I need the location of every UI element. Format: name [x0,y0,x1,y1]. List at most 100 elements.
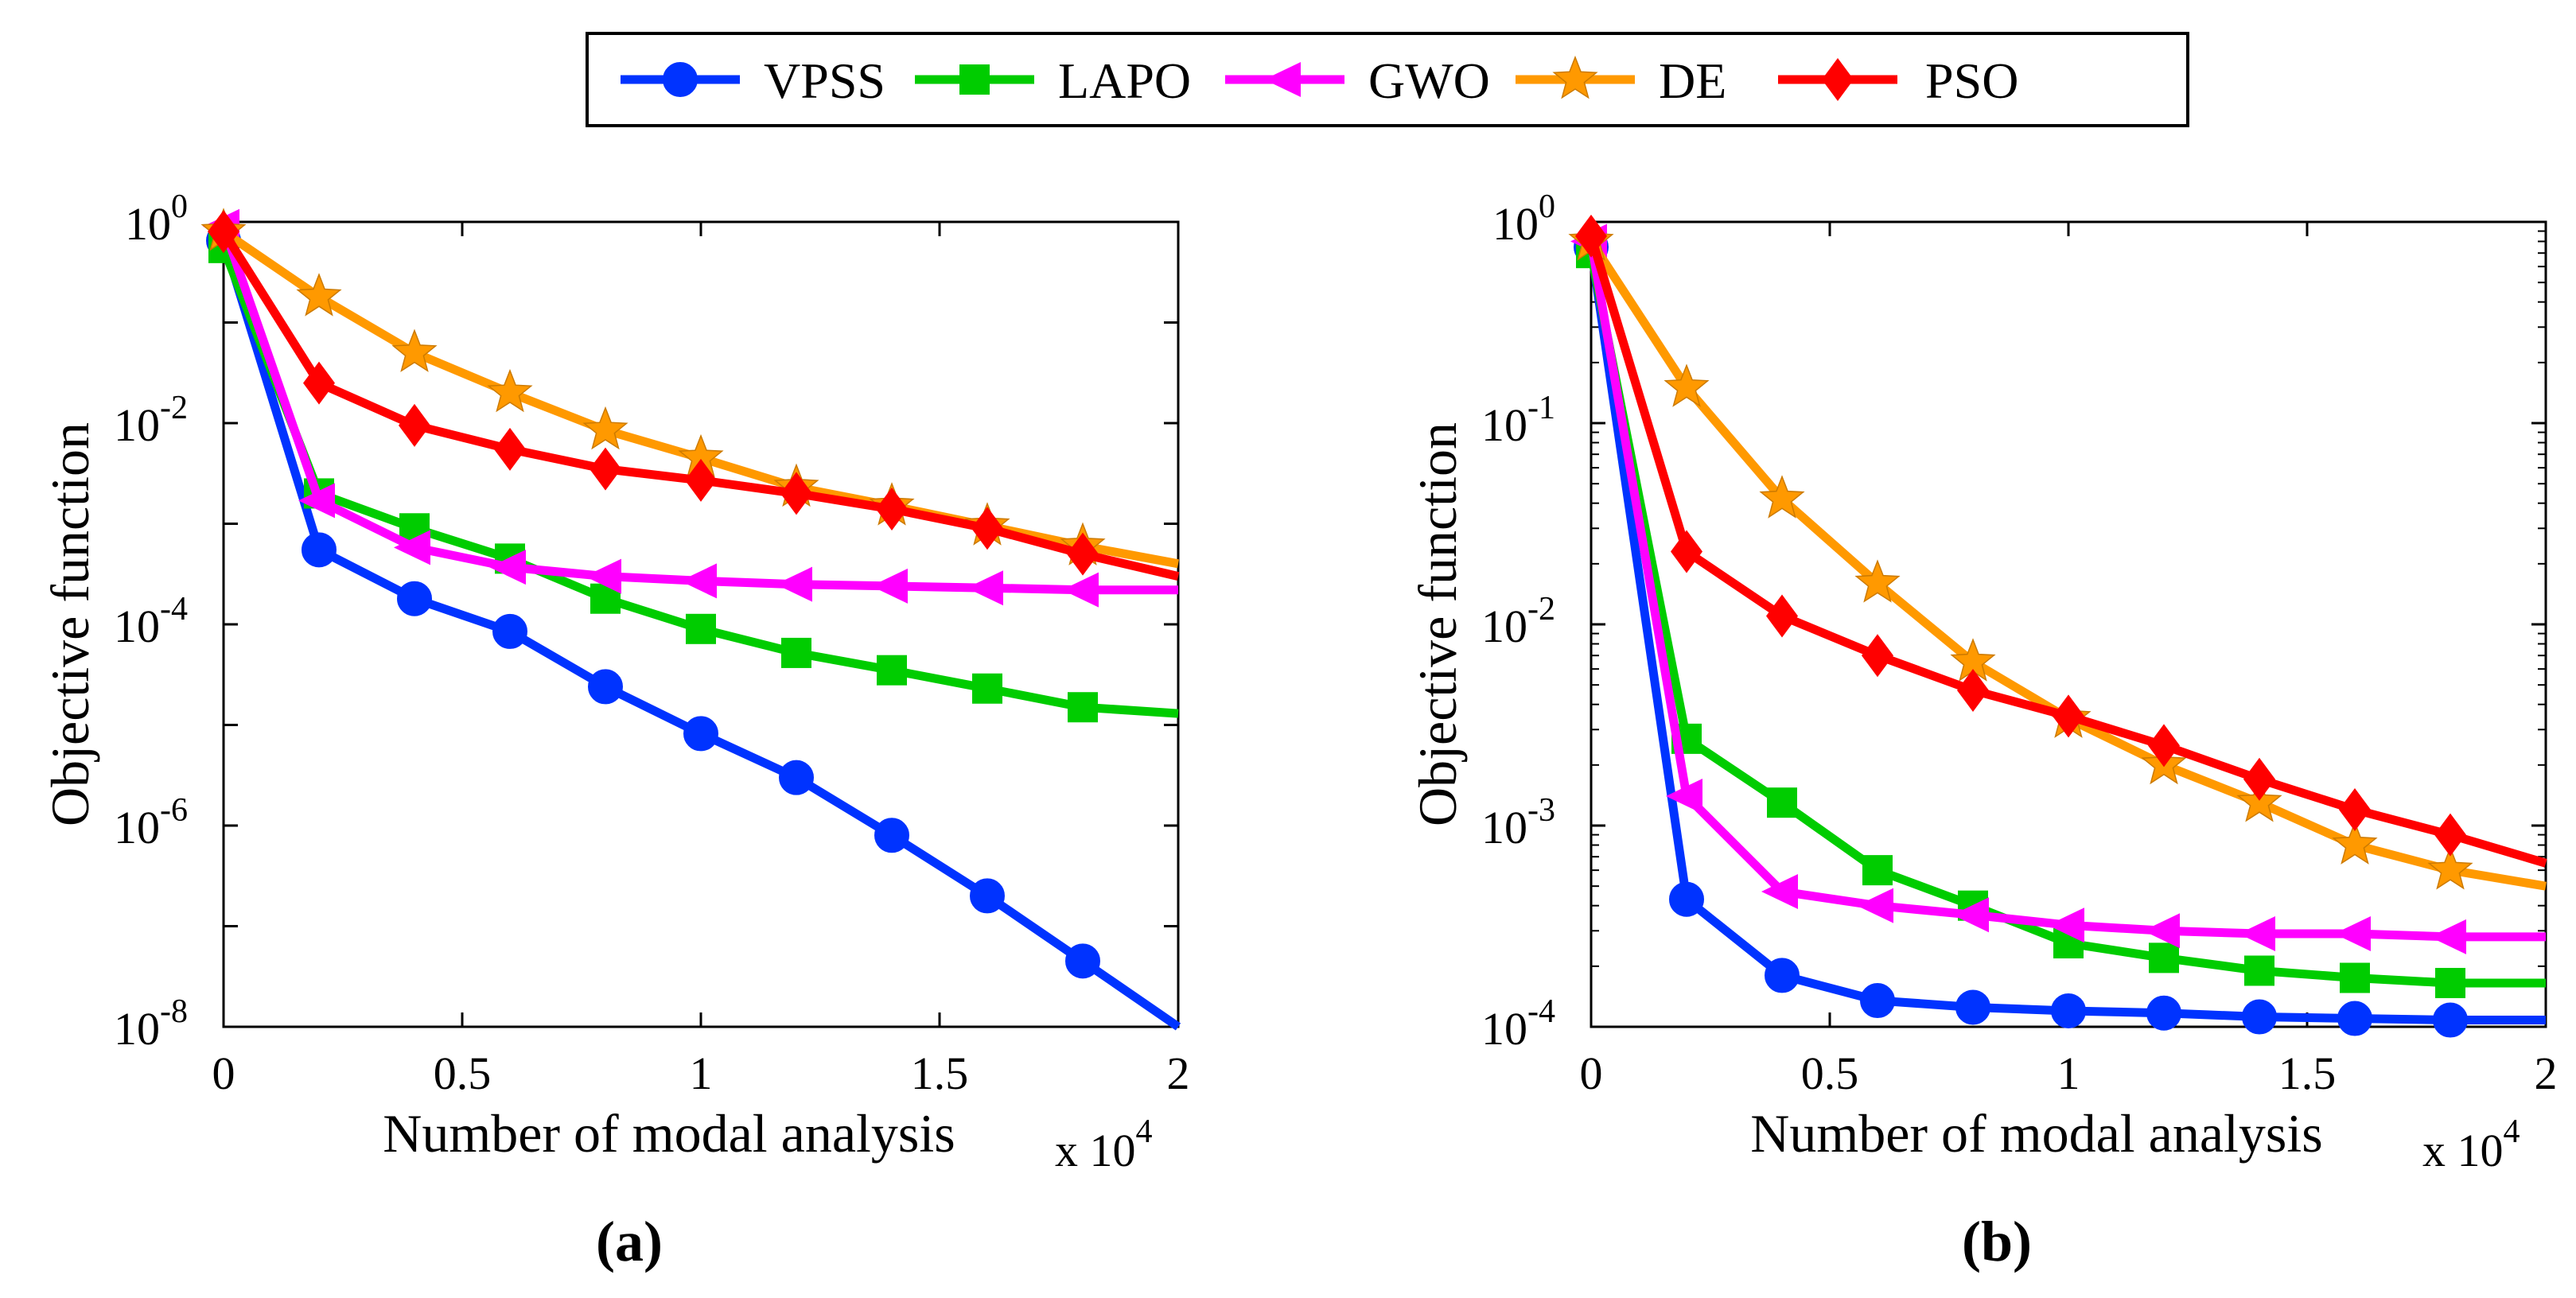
y-tick-label: 100 [1492,188,1555,250]
x-axis-label: Number of modal analysis [1750,1103,2323,1164]
data-point-gwo [680,563,717,599]
data-point-gwo [2430,919,2466,954]
data-point-de [582,406,628,450]
x-tick-label: 2 [1167,1047,1190,1099]
data-point-gwo [1761,873,1798,909]
x-tick-label: 2 [2535,1047,2558,1099]
data-point-vpss [2242,999,2277,1035]
series-group [1568,214,2547,1038]
data-point-vpss [397,581,432,616]
legend-marker-pso [1822,58,1854,101]
legend-marker-de [1552,55,1598,99]
data-point-pso [208,210,239,254]
data-point-de [2332,821,2378,865]
data-point-lapo [972,673,1002,704]
legend-item-lapo: LAPO [915,52,1191,109]
data-point-pso [876,488,908,531]
subplot-label: (b) [1962,1210,2032,1273]
data-point-pso [494,427,526,471]
data-point-vpss [2337,1001,2372,1036]
data-point-pso [685,458,717,502]
legend-label: LAPO [1058,52,1191,109]
data-point-pso [1957,668,1989,712]
data-point-lapo [781,637,811,668]
data-point-pso [303,361,335,405]
y-tick-label: 10-4 [1481,993,1555,1055]
y-tick-label: 10-6 [114,792,188,853]
data-point-pso [971,507,1003,550]
data-point-pso [2053,694,2084,738]
legend-label: GWO [1368,52,1490,109]
y-tick-label: 10-1 [1481,390,1555,451]
series-gwo [203,208,1178,608]
data-point-lapo [686,613,716,644]
data-point-vpss [2433,1002,2468,1038]
x-tick-label: 1.5 [911,1047,969,1099]
legend-marker-vpss [663,62,698,97]
data-point-vpss [1669,881,1704,917]
data-point-vpss [779,760,814,795]
data-point-pso [1766,594,1798,638]
x-tick-label: 0 [1580,1047,1603,1099]
data-point-de [2427,846,2473,890]
legend-label: DE [1659,52,1726,109]
data-point-pso [1067,532,1099,576]
x-tick-label: 1.5 [2278,1047,2337,1099]
data-point-lapo [2244,955,2274,986]
data-point-pso [2434,813,2466,857]
x-multiplier: x 104 [1055,1113,1153,1176]
y-axis-label: Objective function [1407,422,1468,826]
data-point-gwo [1857,888,1893,923]
data-point-gwo [489,550,526,585]
data-point-vpss [970,878,1005,914]
y-tick-label: 10-4 [114,591,188,652]
y-axis-label: Objective function [40,422,100,826]
data-point-lapo [2149,942,2179,973]
data-point-lapo [1767,787,1797,818]
data-point-pso [780,472,812,515]
legend-item-gwo: GWO [1225,52,1490,109]
data-point-gwo [1666,779,1702,814]
data-point-de [1759,475,1805,519]
data-point-vpss [2051,993,2086,1028]
data-point-vpss [302,532,337,568]
subplot-b: 0 0.5 1 1.5 2 100 10-1 10-2 10-3 10-4 Number of mo… [1407,188,2558,1273]
data-point-gwo [1952,897,1989,933]
data-point-lapo [877,655,907,686]
x-tick-label: 0.5 [434,1047,492,1099]
series-vpss [1574,229,2546,1038]
data-point-vpss [874,818,909,853]
subplot-label: (a) [596,1210,663,1273]
data-point-gwo [2143,913,2180,949]
data-point-gwo [298,483,335,519]
y-tick-label: 100 [125,188,188,250]
data-point-vpss [588,669,623,705]
data-point-vpss [2146,995,2181,1031]
data-point-de [1854,559,1901,603]
y-tick-label: 10-8 [114,993,188,1055]
data-point-pso [590,447,621,491]
data-point-vpss [492,613,527,649]
data-point-gwo [585,558,621,594]
data-point-de [391,328,438,372]
legend-item-de: DE [1516,52,1726,109]
data-point-gwo [2048,907,2084,943]
data-point-vpss [1860,983,1895,1019]
legend-marker-gwo [1264,62,1301,97]
series-group [200,208,1181,1031]
data-point-lapo [2340,962,2370,993]
data-point-pso [2148,724,2180,768]
x-tick-label: 1 [690,1047,713,1099]
data-point-lapo [1862,855,1893,886]
y-tick-label: 10-3 [1481,792,1555,853]
data-point-vpss [1955,989,1990,1025]
data-point-gwo [1062,572,1099,608]
data-point-de [487,368,533,413]
data-point-gwo [2334,916,2371,952]
data-point-vpss [683,716,718,752]
data-point-pso [2243,757,2275,801]
legend: VPSS LAPO GWO DE PSO [586,32,2189,127]
plot-area [1590,220,2547,1028]
y-tick-label: 10-2 [1481,591,1555,652]
